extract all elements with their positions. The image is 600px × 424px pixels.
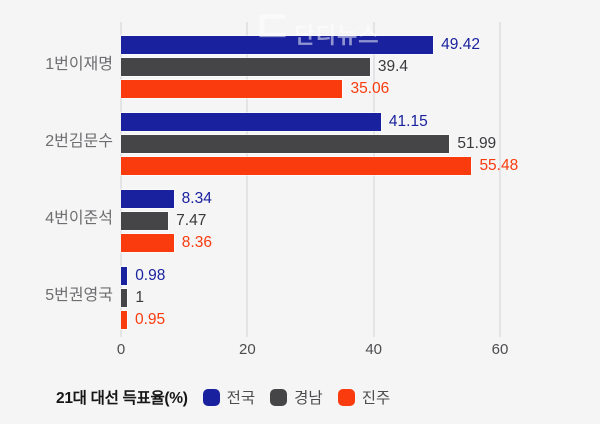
value-label: 49.42	[441, 36, 480, 53]
legend-swatch-icon	[202, 388, 220, 406]
value-label: 39.4	[377, 58, 409, 75]
bar	[121, 190, 174, 208]
legend: 21대 대선 득표율(%) 전국 경남 진주	[56, 386, 390, 408]
legend-swatch-icon	[270, 388, 288, 406]
legend-label: 경남	[294, 390, 323, 407]
legend-swatch-icon	[337, 388, 355, 406]
legend-item: 진주	[337, 386, 391, 408]
gridline	[499, 22, 501, 337]
bar	[121, 36, 434, 54]
category-label: 4번이준석	[45, 210, 113, 227]
legend-title: 21대 대선 득표율(%)	[56, 390, 188, 407]
bar	[121, 212, 169, 230]
bar	[121, 80, 343, 98]
bar	[121, 311, 127, 329]
legend-item: 경남	[270, 386, 323, 408]
value-label: 41.15	[388, 113, 428, 130]
axis-tick-label: 0	[116, 341, 126, 358]
bar	[121, 58, 370, 76]
bar	[121, 289, 128, 307]
bar	[121, 234, 174, 252]
bar	[121, 113, 381, 131]
category-label: 5번권영국	[45, 287, 113, 304]
bar	[121, 135, 450, 153]
value-label: 8.36	[181, 234, 212, 251]
gridline	[372, 22, 375, 337]
legend-label: 진주	[361, 390, 391, 407]
axis-tick-label: 60	[491, 341, 509, 358]
legend-item: 전국	[202, 386, 256, 408]
legend-items: 전국 경남 진주	[188, 386, 391, 408]
axis-tick-label: 40	[365, 341, 382, 358]
gridline	[120, 22, 122, 337]
value-label: 0.95	[135, 311, 166, 328]
gridline	[246, 22, 249, 337]
bar	[121, 267, 128, 285]
axis-tick-label: 20	[238, 341, 256, 358]
value-label: 8.34	[181, 190, 212, 207]
bar	[121, 157, 472, 175]
legend-label: 전국	[226, 390, 256, 407]
value-label: 35.06	[350, 80, 390, 97]
category-label: 2번김문수	[45, 133, 113, 150]
value-label: 7.47	[176, 212, 207, 229]
category-label: 1번이재명	[45, 56, 113, 73]
value-label: 51.99	[457, 135, 497, 152]
value-label: 55.48	[479, 157, 519, 174]
value-label: 1	[135, 289, 144, 306]
value-label: 0.98	[135, 267, 166, 284]
